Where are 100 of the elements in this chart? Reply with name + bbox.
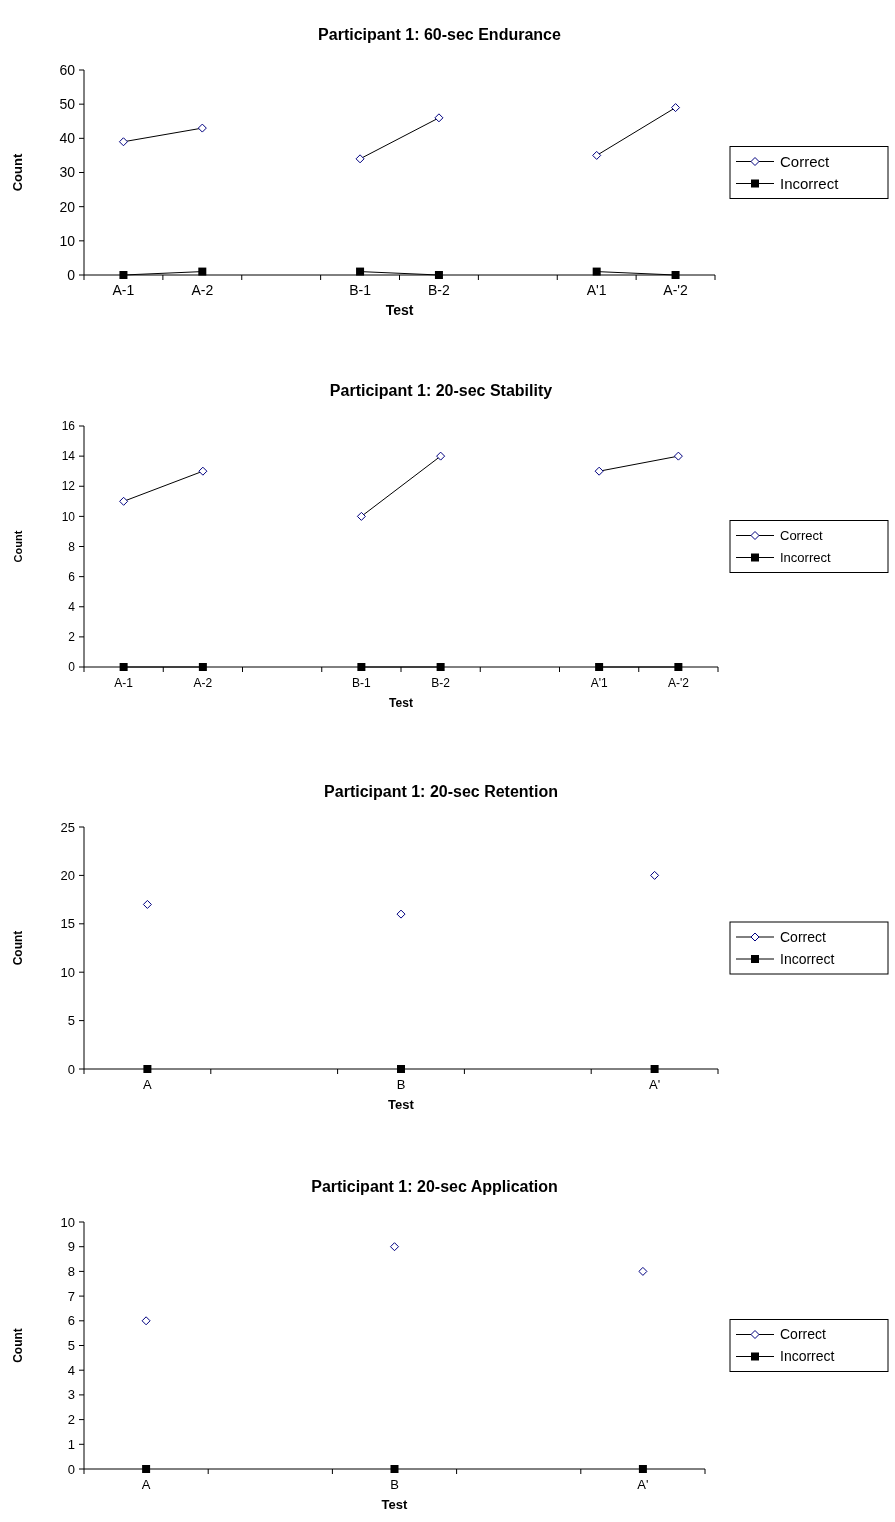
y-tick-label: 16 (61, 419, 76, 434)
x-tick-label: B-2 (428, 282, 451, 298)
y-tick-label: 5 (67, 1013, 75, 1029)
y-tick-label: 4 (68, 599, 76, 614)
point (592, 267, 601, 276)
point (674, 663, 683, 671)
y-tick-label: 0 (67, 1461, 75, 1477)
point (142, 1465, 151, 1473)
x-tick-label: A (141, 1477, 151, 1492)
y-tick-label: 7 (67, 1288, 75, 1304)
legend-label: Correct (780, 152, 831, 170)
x-tick-label: B (390, 1477, 399, 1492)
y-tick-label: 20 (59, 198, 76, 215)
point (434, 113, 444, 123)
point (436, 451, 446, 461)
y-tick-label: 6 (67, 1313, 75, 1329)
point (119, 496, 129, 506)
legend-label: Correct (780, 528, 824, 544)
x-tick-label: A'1 (590, 676, 608, 690)
point (357, 663, 366, 671)
point (118, 137, 128, 147)
y-tick-label: 20 (60, 867, 75, 883)
legend-label: Correct (780, 928, 827, 945)
y-tick-label: 15 (60, 916, 75, 932)
chart-title: Participant 1: 60-sec Endurance (318, 26, 561, 43)
point (638, 1266, 648, 1276)
point (673, 451, 683, 461)
y-tick-label: 0 (68, 660, 76, 675)
x-tick-label: A-'2 (667, 676, 690, 690)
y-tick-label: 10 (60, 1214, 75, 1230)
chart-title: Participant 1: 20-sec Stability (329, 382, 553, 399)
y-tick-label: 12 (61, 479, 76, 494)
y-tick-label: 50 (59, 96, 76, 113)
x-tick-label: B-1 (349, 282, 372, 298)
x-axis-title: Test (389, 696, 413, 710)
point (198, 267, 207, 276)
x-tick-label: B (396, 1077, 406, 1092)
point (197, 123, 207, 133)
y-tick-label: 30 (59, 164, 76, 181)
y-axis-title: Count (11, 930, 25, 966)
point (638, 1465, 647, 1473)
y-tick-label: 2 (67, 1412, 75, 1428)
point (650, 1065, 659, 1073)
x-tick-label: A' (637, 1477, 649, 1492)
legend-label: Incorrect (780, 1348, 835, 1365)
point (198, 663, 207, 671)
x-tick-label: A-2 (191, 282, 214, 298)
point (143, 1065, 152, 1073)
y-tick-label: 10 (60, 964, 75, 980)
y-tick-label: 3 (67, 1387, 75, 1403)
y-tick-label: 6 (68, 569, 76, 584)
point (650, 870, 660, 880)
point (592, 150, 602, 160)
y-tick-label: 0 (67, 1061, 75, 1077)
point (356, 511, 366, 521)
chart-title: Participant 1: 20-sec Retention (324, 783, 558, 800)
point (119, 271, 128, 279)
point (594, 466, 604, 476)
y-tick-label: 5 (67, 1338, 75, 1354)
y-tick-label: 8 (67, 1263, 75, 1279)
y-tick-label: 4 (67, 1362, 75, 1378)
y-axis-title: Count (11, 1328, 25, 1363)
point (198, 466, 208, 476)
y-tick-label: 40 (59, 130, 76, 147)
point (356, 267, 365, 276)
point (390, 1465, 399, 1473)
x-tick-label: A' (649, 1077, 661, 1092)
point (396, 909, 406, 919)
y-axis-title: Count (10, 153, 25, 192)
x-tick-label: A (143, 1077, 153, 1092)
x-tick-label: A-2 (193, 676, 213, 690)
point (434, 271, 443, 279)
point (355, 154, 365, 164)
legend-label: Incorrect (780, 174, 840, 192)
y-tick-label: 8 (68, 539, 76, 554)
x-tick-label: A-1 (114, 676, 134, 690)
y-tick-label: 10 (59, 232, 76, 249)
y-tick-label: 14 (61, 449, 76, 464)
x-tick-label: A-1 (112, 282, 135, 298)
y-tick-label: 10 (61, 509, 76, 524)
y-tick-label: 25 (60, 819, 75, 835)
y-tick-label: 2 (68, 630, 76, 645)
y-tick-label: 1 (67, 1436, 75, 1452)
chart-title: Participant 1: 20-sec Application (311, 1178, 558, 1195)
legend-label: Incorrect (780, 950, 835, 967)
legend-label: Correct (780, 1326, 827, 1343)
y-tick-label: 60 (59, 61, 76, 78)
point (390, 1242, 399, 1252)
x-tick-label: A-'2 (663, 282, 688, 298)
legend-label: Incorrect (780, 550, 831, 566)
point (142, 899, 152, 909)
x-axis-title: Test (381, 1497, 409, 1512)
y-axis-title: Count (12, 530, 24, 563)
x-axis-title: Test (388, 1097, 415, 1112)
point (436, 663, 445, 671)
x-axis-title: Test (385, 302, 414, 318)
y-tick-label: 0 (67, 266, 76, 283)
y-tick-label: 9 (67, 1239, 75, 1255)
x-tick-label: B-2 (431, 676, 451, 690)
point (671, 103, 681, 113)
